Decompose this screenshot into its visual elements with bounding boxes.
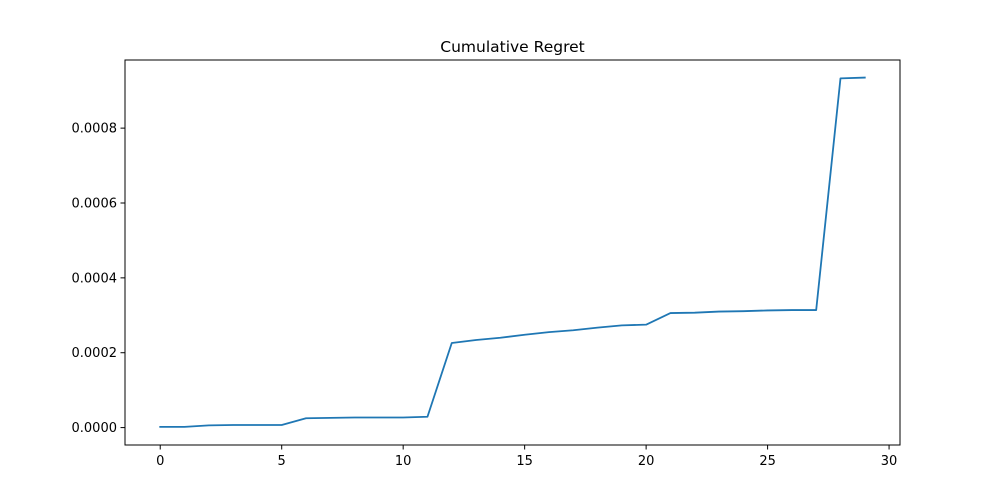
chart-title: Cumulative Regret xyxy=(440,38,585,56)
x-tick-label: 30 xyxy=(881,454,898,469)
y-tick-label: 0.0004 xyxy=(72,271,118,286)
y-tick-label: 0.0002 xyxy=(72,346,118,361)
x-tick-label: 20 xyxy=(638,454,655,469)
x-tick-label: 5 xyxy=(278,454,286,469)
y-axis: 0.0000 0.0002 0.0004 0.0006 0.0008 xyxy=(72,122,125,436)
x-tick-label: 25 xyxy=(759,454,776,469)
y-tick-label: 0.0000 xyxy=(72,421,118,436)
axes-frame xyxy=(124,59,901,446)
x-tick-label: 0 xyxy=(156,454,164,469)
y-tick-label: 0.0008 xyxy=(72,122,118,137)
x-tick-label: 15 xyxy=(516,454,533,469)
x-axis: 0 5 10 15 20 25 30 xyxy=(156,445,897,469)
y-tick-label: 0.0006 xyxy=(72,196,118,211)
series-line xyxy=(159,76,866,428)
x-tick-label: 10 xyxy=(395,454,412,469)
